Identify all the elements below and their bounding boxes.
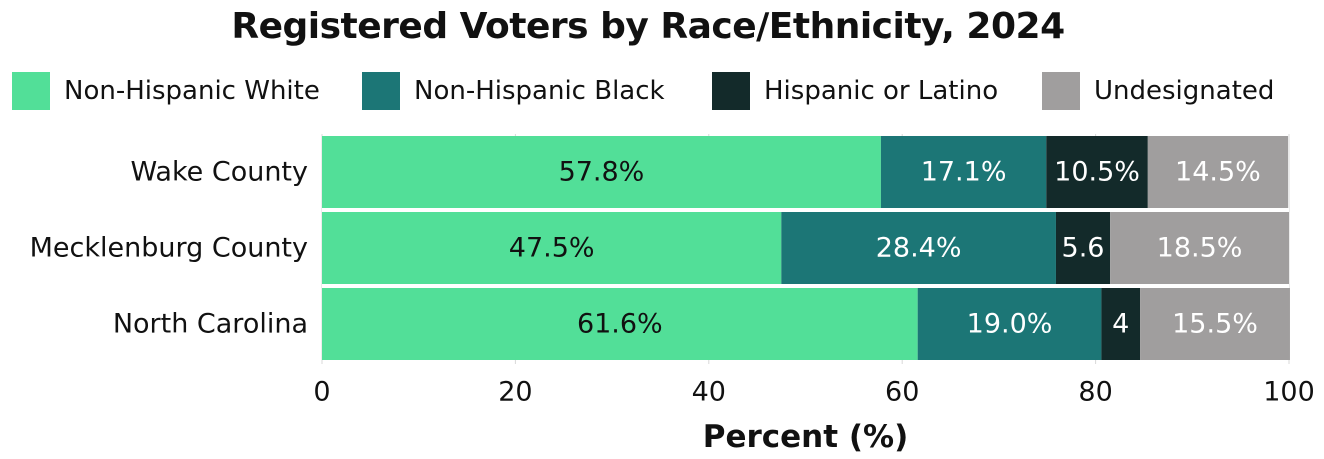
bar-wake-county-non-hispanic-black (880, 136, 1047, 208)
bar-wake-county-non-hispanic-white (322, 136, 881, 208)
x-tick-label-0: 0 (313, 377, 330, 408)
x-tick-label-40: 40 (692, 377, 726, 408)
bar-north-carolina-non-hispanic-black (917, 288, 1102, 360)
data-label-north-carolina-non-hispanic-black: 19.0% (967, 309, 1053, 340)
data-label-north-carolina-non-hispanic-white: 61.6% (577, 309, 663, 340)
legend-swatch-non-hispanic-black (362, 72, 400, 110)
data-label-wake-county-hispanic-or-latino: 10.5% (1054, 157, 1140, 188)
legend-item-undesignated: Undesignated (1042, 68, 1274, 114)
chart-title: Registered Voters by Race/Ethnicity, 202… (231, 6, 1065, 47)
data-label-mecklenburg-county-undesignated: 18.5% (1157, 233, 1243, 264)
bar-north-carolina-undesignated (1140, 288, 1290, 360)
bar-north-carolina-hispanic-or-latino (1101, 288, 1141, 360)
legend-swatch-hispanic-or-latino (712, 72, 750, 110)
data-label-wake-county-non-hispanic-black: 17.1% (921, 157, 1007, 188)
data-label-north-carolina-undesignated: 15.5% (1172, 309, 1258, 340)
legend-item-non-hispanic-black: Non-Hispanic Black (362, 68, 665, 114)
y-tick-label-mecklenburg-county: Mecklenburg County (30, 233, 308, 264)
x-axis-label: Percent (%) (703, 419, 909, 455)
data-label-mecklenburg-county-non-hispanic-white: 47.5% (509, 233, 595, 264)
legend-label-non-hispanic-black: Non-Hispanic Black (414, 76, 665, 106)
legend-label-non-hispanic-white: Non-Hispanic White (64, 76, 320, 106)
bar-wake-county-hispanic-or-latino (1046, 136, 1148, 208)
legend-item-non-hispanic-white: Non-Hispanic White (12, 68, 320, 114)
bar-mecklenburg-county-non-hispanic-white (322, 212, 782, 284)
y-tick-label-north-carolina: North Carolina (113, 309, 308, 340)
data-label-mecklenburg-county-hispanic-or-latino: 5.6 (1062, 233, 1105, 264)
bar-wake-county-undesignated (1147, 136, 1289, 208)
x-tick-label-80: 80 (1078, 377, 1112, 408)
data-label-wake-county-non-hispanic-white: 57.8% (559, 157, 645, 188)
x-tick-label-100: 100 (1263, 377, 1315, 408)
data-label-mecklenburg-county-non-hispanic-black: 28.4% (876, 233, 962, 264)
legend: Non-Hispanic White Non-Hispanic Black Hi… (12, 68, 1312, 114)
data-label-wake-county-undesignated: 14.5% (1175, 157, 1261, 188)
y-tick-label-wake-county: Wake County (130, 157, 308, 188)
x-tick-label-60: 60 (885, 377, 919, 408)
data-label-north-carolina-hispanic-or-latino: 4 (1112, 309, 1129, 340)
legend-item-hispanic-or-latino: Hispanic or Latino (712, 68, 998, 114)
legend-label-hispanic-or-latino: Hispanic or Latino (764, 76, 999, 106)
bar-north-carolina-non-hispanic-white (322, 288, 918, 360)
x-tick-label-20: 20 (498, 377, 532, 408)
legend-swatch-undesignated (1042, 72, 1080, 110)
bar-mecklenburg-county-non-hispanic-black (781, 212, 1056, 284)
legend-label-undesignated: Undesignated (1094, 76, 1275, 106)
bar-mecklenburg-county-hispanic-or-latino (1055, 212, 1111, 284)
legend-swatch-non-hispanic-white (12, 72, 50, 110)
bar-mecklenburg-county-undesignated (1110, 212, 1289, 284)
